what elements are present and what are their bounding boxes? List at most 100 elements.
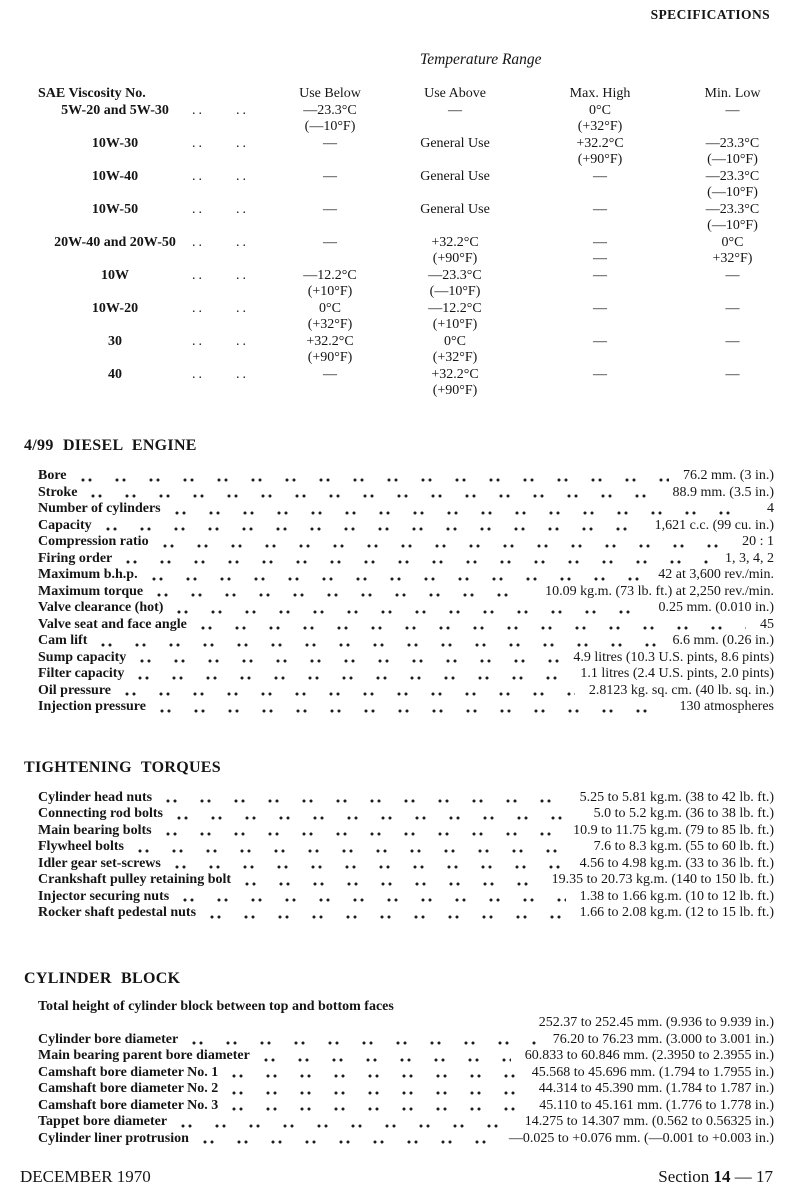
spec-value: 2.8123 kg. sq. cm. (40 lb. sq. in.) bbox=[588, 682, 774, 698]
spec-row: Main bearing parent bore diameter 60.833… bbox=[38, 1048, 774, 1065]
temp-cell-max-high: — bbox=[530, 367, 670, 400]
spec-label: Capacity bbox=[38, 517, 92, 533]
spec-row: Valve clearance (hot) 0.25 mm. (0.010 in… bbox=[38, 600, 774, 617]
page-footer: DECEMBER 1970 Section 14 — 17 bbox=[20, 1166, 773, 1187]
spec-label: Injection pressure bbox=[38, 699, 146, 714]
spec-row: Camshaft bore diameter No. 2 44.314 to 4… bbox=[38, 1081, 774, 1098]
temp-line: —23.3°C bbox=[428, 268, 482, 283]
viscosity-name: 10W-50 bbox=[91, 202, 139, 217]
temp-line: (—10°F) bbox=[707, 152, 758, 167]
spec-value: 4.9 litres (10.3 U.S. pints, 8.6 pints) bbox=[573, 649, 774, 665]
spec-row: Cylinder head nuts 5.25 to 5.81 kg.m. (3… bbox=[38, 790, 774, 807]
spec-label: Camshaft bore diameter No. 2 bbox=[38, 1081, 219, 1096]
spec-value: 45.568 to 45.696 mm. (1.794 to 1.7955 in… bbox=[531, 1064, 774, 1080]
temp-cell-use-below: — bbox=[280, 136, 380, 169]
dot-leader bbox=[179, 1116, 511, 1130]
temp-cell-min-low: — bbox=[670, 367, 795, 400]
temp-line: (+32°F) bbox=[432, 350, 478, 365]
spec-label: Main bearing parent bore diameter bbox=[38, 1048, 250, 1063]
tightening-torques-spec-list: Cylinder head nuts 5.25 to 5.81 kg.m. (3… bbox=[38, 790, 774, 922]
dot-leader-cell: .. bbox=[236, 334, 249, 349]
column-header-sae-viscosity: SAE Viscosity No. bbox=[38, 86, 146, 101]
dot-leader bbox=[200, 1133, 495, 1146]
spec-label: Cylinder head nuts bbox=[38, 789, 153, 805]
temp-cell-use-above: —12.2°C (+10°F) bbox=[380, 301, 530, 334]
spec-label: Maximum b.h.p. bbox=[38, 567, 138, 582]
viscosity-header-row: SAE Viscosity No. Use Below Use Above Ma… bbox=[38, 85, 795, 103]
viscosity-row: 40 .. .. — +32.2°C (+90°F) — bbox=[38, 367, 795, 400]
viscosity-name: 10W-30 bbox=[91, 136, 139, 151]
temp-line: +32°F) bbox=[712, 251, 753, 266]
spec-row: Valve seat and face angle 45 bbox=[38, 617, 774, 634]
temp-cell-use-above: General Use bbox=[380, 136, 530, 169]
temp-line: +32.2°C bbox=[576, 136, 624, 151]
spec-value: 60.833 to 60.846 mm. (2.3950 to 2.3955 i… bbox=[524, 1048, 774, 1063]
spec-value: 7.6 to 8.3 kg.m. (55 to 60 lb. ft.) bbox=[593, 839, 774, 854]
dot-leader bbox=[89, 487, 659, 500]
temp-cell-min-low: — bbox=[670, 301, 795, 334]
section-title-cylinder-block: CYLINDER BLOCK bbox=[24, 969, 181, 987]
temp-line: (—10°F) bbox=[707, 185, 758, 200]
viscosity-row: 10W .. .. —12.2°C (+10°F) —23.3°C (—10°F… bbox=[38, 268, 795, 301]
spec-value: 19.35 to 20.73 kg.m. (140 to 150 lb. ft.… bbox=[551, 872, 774, 887]
temp-cell-use-below: —12.2°C (+10°F) bbox=[280, 268, 380, 301]
spec-row: Maximum b.h.p. 42 at 3,600 rev./min. bbox=[38, 567, 774, 584]
spec-row: Camshaft bore diameter No. 1 45.568 to 4… bbox=[38, 1065, 774, 1082]
spec-value: 1.1 litres (2.4 U.S. pints, 2.0 pints) bbox=[580, 666, 774, 681]
temp-line: (+90°F) bbox=[307, 350, 353, 365]
viscosity-row: 20W-40 and 20W-50 .. .. — +32.2°C (+90°F… bbox=[38, 235, 795, 268]
temp-cell-min-low: —23.3°C (—10°F) bbox=[670, 136, 795, 169]
column-header-min-low: Min. Low bbox=[704, 86, 761, 101]
temp-cell-use-above: —23.3°C (—10°F) bbox=[380, 268, 530, 301]
temp-cell-use-below: 0°C (+32°F) bbox=[280, 301, 380, 334]
temp-line: General Use bbox=[420, 202, 490, 217]
temp-cell-use-below: — bbox=[280, 235, 380, 268]
dot-leader-cell: .. bbox=[192, 169, 205, 184]
spec-value: 4 bbox=[767, 501, 774, 516]
temp-line: — bbox=[323, 367, 338, 382]
viscosity-row: 10W-30 .. .. — General Use +32.2°C (+90°… bbox=[38, 136, 795, 169]
temp-line: — bbox=[593, 235, 608, 250]
temp-cell-min-low: — bbox=[670, 268, 795, 301]
temp-line: 0°C bbox=[444, 334, 466, 349]
spec-label: Camshaft bore diameter No. 3 bbox=[38, 1097, 219, 1113]
spec-row: Maximum torque 10.09 kg.m. (73 lb. ft.) … bbox=[38, 584, 774, 601]
temp-line: — bbox=[448, 103, 463, 118]
dot-leader bbox=[230, 1067, 518, 1080]
dot-leader-cell: .. bbox=[192, 235, 205, 250]
spec-label: Main bearing bolts bbox=[38, 822, 152, 838]
spec-row: Filter capacity 1.1 litres (2.4 U.S. pin… bbox=[38, 666, 774, 683]
spec-row: Firing order 1, 3, 4, 2 bbox=[38, 551, 774, 568]
spec-value: 45 bbox=[760, 616, 774, 632]
viscosity-row: 10W-40 .. .. — General Use — bbox=[38, 169, 795, 202]
dot-leader-cell: .. bbox=[236, 268, 249, 283]
temp-cell-use-below: +32.2°C (+90°F) bbox=[280, 334, 380, 367]
temp-line: — bbox=[593, 301, 608, 316]
dot-leader-cell: .. bbox=[236, 169, 249, 184]
spec-value: 76.2 mm. (3 in.) bbox=[683, 468, 774, 483]
temp-cell-use-below: —23.3°C (—10°F) bbox=[280, 103, 380, 136]
spec-value: 76.20 to 76.23 mm. (3.000 to 3.001 in.) bbox=[552, 1031, 774, 1047]
dot-leader bbox=[163, 825, 560, 838]
spec-row: Oil pressure 2.8123 kg. sq. cm. (40 lb. … bbox=[38, 683, 774, 700]
viscosity-name: 10W bbox=[101, 268, 129, 283]
viscosity-name: 20W-40 and 20W-50 bbox=[54, 235, 176, 250]
dot-leader-cell: .. bbox=[236, 136, 249, 151]
spec-row: Total height of cylinder block between t… bbox=[38, 999, 774, 1016]
dot-leader-cell: .. bbox=[236, 235, 249, 250]
temp-line: — bbox=[725, 301, 740, 316]
footer-page-number: — 17 bbox=[734, 1167, 773, 1186]
temp-cell-min-low: — bbox=[670, 334, 795, 367]
dot-leader bbox=[208, 907, 566, 921]
spec-row: Cylinder bore diameter 76.20 to 76.23 mm… bbox=[38, 1032, 774, 1049]
dot-leader bbox=[174, 808, 580, 822]
spec-value: 130 atmospheres bbox=[679, 699, 774, 714]
viscosity-row: 10W-20 .. .. 0°C (+32°F) —12.2°C (+10°F)… bbox=[38, 301, 795, 334]
spec-label: Cylinder bore diameter bbox=[38, 1031, 179, 1047]
temp-cell-use-below: — bbox=[280, 202, 380, 235]
dot-leader-cell: .. bbox=[192, 367, 205, 382]
spec-row: Stroke 88.9 mm. (3.5 in.) bbox=[38, 485, 774, 502]
dot-leader bbox=[99, 635, 659, 649]
temp-line: +32.2°C bbox=[431, 367, 479, 382]
